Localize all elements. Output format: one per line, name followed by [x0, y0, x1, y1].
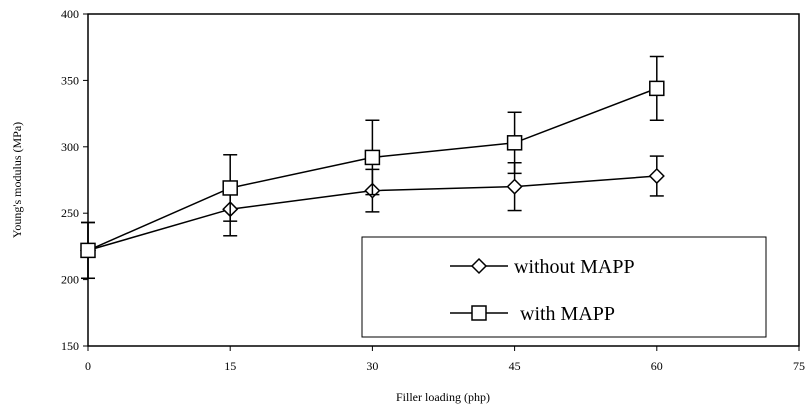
series-with-mapp — [80, 55, 665, 280]
legend-label: without MAPP — [514, 256, 635, 278]
data-point-square — [364, 149, 381, 166]
plot-area — [87, 13, 800, 347]
legend-marker-square — [471, 305, 487, 321]
y-tick-label: 150 — [61, 339, 79, 353]
plot-frame — [87, 13, 800, 347]
y-tick-label: 300 — [61, 140, 79, 154]
legend-label: with MAPP — [520, 303, 615, 325]
x-tick-label: 30 — [366, 359, 378, 373]
x-tick-label: 45 — [509, 359, 521, 373]
y-tick-label: 250 — [61, 206, 79, 220]
x-axis-label: Filler loading (php) — [396, 390, 490, 404]
legend-item: with MAPP — [450, 303, 615, 325]
data-point-square — [80, 242, 96, 259]
data-point-square — [506, 135, 523, 151]
data-point-diamond — [506, 178, 523, 195]
data-point-diamond — [648, 167, 665, 185]
y-axis-label: Young's modulus (MPa) — [10, 122, 24, 238]
legend-item: without MAPP — [450, 256, 635, 278]
x-tick-label: 0 — [85, 359, 91, 373]
x-tick-label: 60 — [651, 359, 663, 373]
legend: without MAPP with MAPP — [361, 236, 767, 338]
y-tick-label: 400 — [61, 7, 79, 21]
x-tick-label: 15 — [224, 359, 236, 373]
x-tick-label: 75 — [793, 359, 805, 373]
y-tick-label: 350 — [61, 73, 79, 87]
y-tick-label: 200 — [61, 273, 79, 287]
y-axis: 150 200 250 300 350 400 — [61, 7, 88, 353]
legend-box — [361, 236, 767, 338]
series-layer — [79, 55, 665, 280]
legend-marker-diamond — [470, 257, 488, 275]
data-point-square — [649, 80, 665, 97]
x-axis: 0 15 30 45 60 75 — [85, 346, 805, 373]
data-point-square — [222, 180, 238, 196]
